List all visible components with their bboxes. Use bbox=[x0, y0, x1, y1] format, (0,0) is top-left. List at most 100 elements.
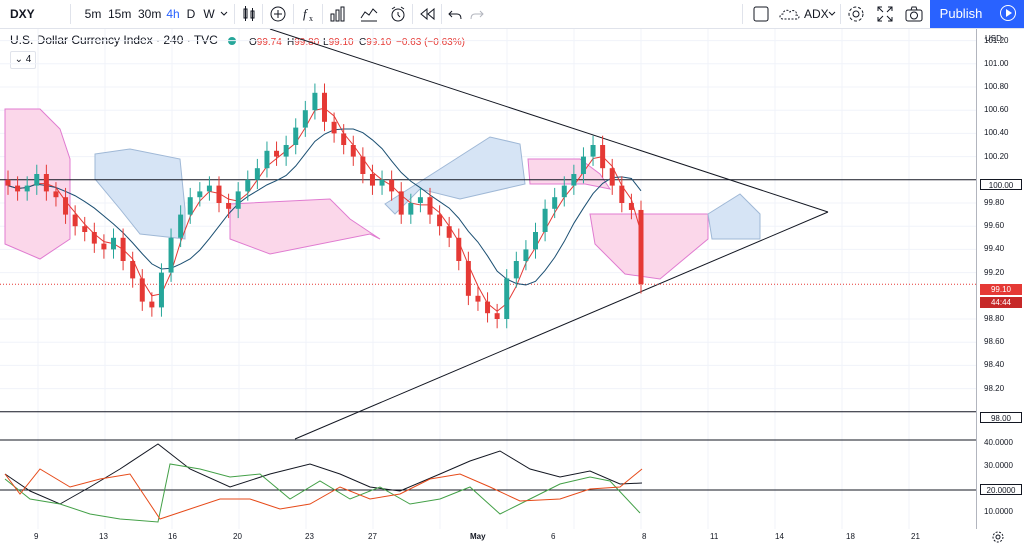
candle-body bbox=[216, 185, 222, 203]
candle-body bbox=[283, 145, 289, 157]
candle-body bbox=[5, 179, 11, 186]
di-minus-line bbox=[4, 468, 643, 520]
time-axis-label: 14 bbox=[775, 532, 784, 541]
candle-body bbox=[360, 156, 366, 174]
candle-body bbox=[485, 301, 491, 314]
candle-body bbox=[312, 92, 318, 111]
adx-axis-label: 10.0000 bbox=[984, 507, 1013, 516]
expand-icon[interactable] bbox=[877, 6, 893, 22]
adx-axis-label: 30.0000 bbox=[984, 461, 1013, 470]
interval-d[interactable]: D bbox=[186, 7, 196, 21]
last-price-badge: 99.10 bbox=[980, 284, 1022, 295]
candle-body bbox=[226, 203, 232, 209]
candle-body bbox=[408, 203, 414, 215]
camera-icon[interactable] bbox=[905, 6, 923, 22]
countdown-badge: 44:44 bbox=[980, 297, 1022, 308]
triangle-upper-line bbox=[269, 29, 829, 213]
candle-body bbox=[523, 249, 529, 261]
time-axis-label: 13 bbox=[99, 532, 108, 541]
candle-body bbox=[619, 185, 625, 203]
candle-body bbox=[91, 232, 97, 244]
templates-icon[interactable] bbox=[360, 6, 378, 22]
alert-icon[interactable] bbox=[389, 5, 407, 23]
candle-body bbox=[379, 179, 385, 186]
interval-30m[interactable]: 30m bbox=[138, 7, 162, 21]
price-axis[interactable] bbox=[976, 29, 1024, 529]
play-icon bbox=[1000, 5, 1016, 21]
currency-label: USD bbox=[985, 34, 1002, 43]
chevron-down-icon[interactable] bbox=[220, 10, 228, 18]
price-chart[interactable] bbox=[0, 29, 976, 529]
symbol-search[interactable]: DXY bbox=[10, 7, 35, 21]
time-axis-label: 8 bbox=[642, 532, 647, 541]
candle-body bbox=[168, 237, 174, 273]
candle-body bbox=[245, 179, 251, 192]
candle-body bbox=[475, 295, 481, 302]
svg-text:f: f bbox=[303, 6, 309, 21]
indicator-toggle[interactable]: ⌄ 4 bbox=[10, 51, 36, 69]
interval-4h[interactable]: 4h bbox=[166, 7, 180, 21]
ohlc-low-label: L bbox=[323, 37, 329, 48]
publish-button[interactable]: Publish bbox=[930, 0, 992, 28]
ichimoku-cloud-bear bbox=[527, 158, 612, 190]
price-axis-label: 99.80 bbox=[984, 198, 1005, 207]
candle-body bbox=[446, 226, 452, 238]
candle-body bbox=[187, 197, 193, 215]
candle-body bbox=[178, 214, 184, 238]
replay-icon[interactable] bbox=[419, 7, 435, 21]
time-axis-label: 20 bbox=[233, 532, 242, 541]
triangle-lower-line bbox=[294, 211, 829, 440]
add-compare-icon[interactable] bbox=[270, 6, 286, 22]
interval-5m[interactable]: 5m bbox=[84, 7, 102, 21]
toolbar-divider bbox=[412, 4, 413, 24]
candle-body bbox=[369, 174, 375, 186]
chevron-down-icon[interactable] bbox=[828, 10, 836, 18]
play-button[interactable] bbox=[992, 0, 1024, 28]
settings-icon[interactable] bbox=[992, 531, 1004, 543]
ohlc-low-value: 99.10 bbox=[328, 37, 354, 48]
candle-body bbox=[63, 197, 69, 215]
redo-icon[interactable] bbox=[470, 7, 484, 21]
candle-body bbox=[15, 185, 21, 192]
price-axis-label: 100.60 bbox=[984, 105, 1009, 115]
candle-body bbox=[628, 203, 634, 210]
undo-icon[interactable] bbox=[448, 7, 462, 21]
candle-body bbox=[561, 185, 567, 198]
price-axis-label: 100.80 bbox=[984, 82, 1009, 91]
indicator-name[interactable]: ADX bbox=[804, 7, 829, 21]
candle-body bbox=[130, 261, 136, 279]
indicator-count: 4 bbox=[25, 54, 32, 65]
chart-type-icon[interactable] bbox=[329, 6, 345, 22]
price-axis-label: 98.20 bbox=[984, 383, 1005, 393]
candle-body bbox=[264, 150, 270, 169]
candle-body bbox=[609, 168, 615, 186]
candle-body bbox=[533, 232, 538, 250]
ichimoku-cloud-bull bbox=[94, 148, 186, 240]
time-axis-label: 11 bbox=[710, 532, 719, 541]
time-axis-label: 16 bbox=[168, 532, 177, 541]
interval-w[interactable]: W bbox=[203, 7, 215, 21]
fullscreen-box-icon[interactable] bbox=[753, 6, 769, 22]
candle-body bbox=[43, 174, 49, 192]
ohlc-close-value: 99.10 bbox=[366, 37, 392, 48]
candle-body bbox=[322, 92, 327, 122]
candle-body bbox=[350, 145, 356, 157]
time-axis-label: 18 bbox=[846, 532, 855, 541]
chart-legend-title: U.S. Dollar Currency Index · 240 · TVC bbox=[10, 33, 218, 47]
candle-body bbox=[590, 145, 596, 157]
candle-body bbox=[34, 174, 40, 186]
candle-body bbox=[580, 156, 586, 174]
candle-body bbox=[149, 301, 155, 308]
settings-icon[interactable] bbox=[847, 5, 865, 23]
ohlc-close: C99.10 bbox=[359, 37, 391, 48]
candles-icon[interactable] bbox=[241, 5, 257, 23]
ohlc-change: −0.63 (−0.63%) bbox=[396, 37, 465, 48]
candle-body bbox=[542, 208, 548, 232]
candle-body bbox=[341, 133, 347, 145]
cloud-icon[interactable] bbox=[778, 6, 802, 22]
interval-15m[interactable]: 15m bbox=[108, 7, 132, 21]
time-axis-label: 9 bbox=[34, 532, 39, 541]
candle-body bbox=[456, 237, 462, 261]
ohlc-low: L99.10 bbox=[323, 37, 354, 48]
